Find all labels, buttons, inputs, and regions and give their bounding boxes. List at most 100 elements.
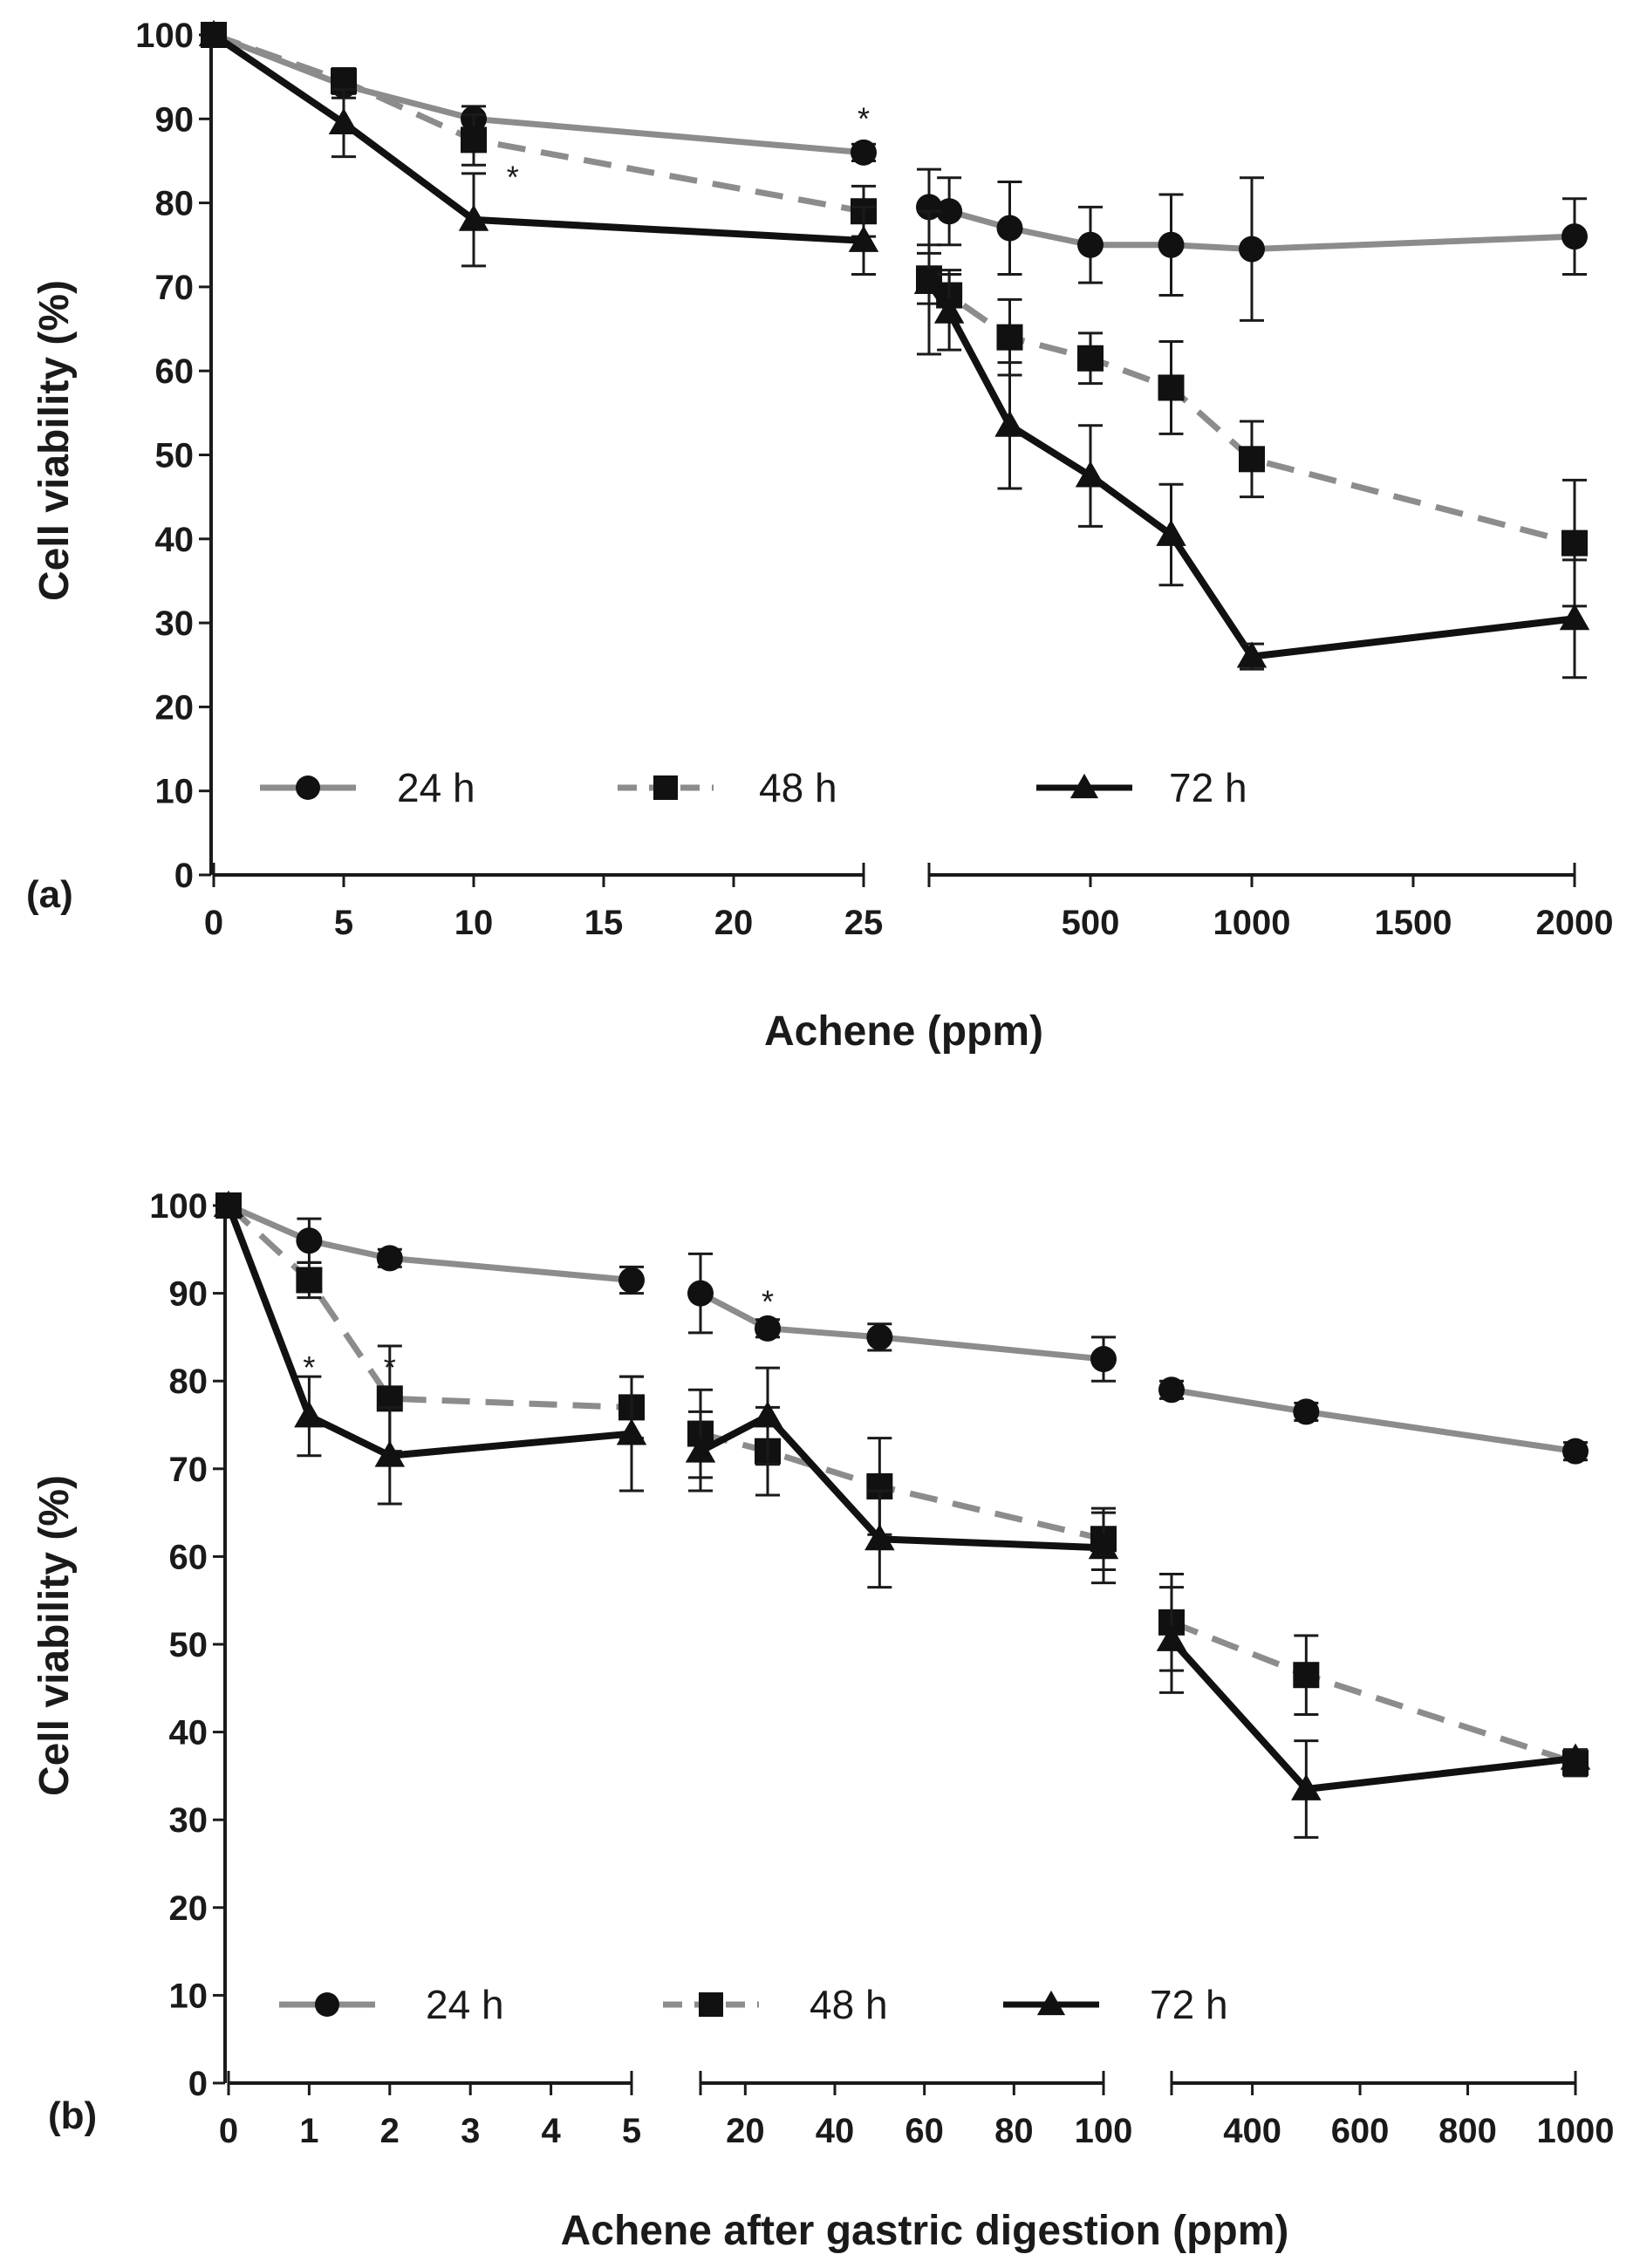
y-tick-label: 80 [169, 1363, 208, 1401]
y-tick-label: 30 [155, 605, 195, 643]
data-point-s24 [851, 139, 877, 166]
data-point-s72 [1560, 1743, 1591, 1770]
data-point-s72 [913, 267, 945, 295]
y-tick-label: 70 [169, 1451, 208, 1489]
x-tick-label: 4 [541, 2112, 561, 2150]
legend-label-s48: 48 h [810, 1982, 888, 2027]
y-tick-label: 100 [135, 17, 194, 55]
data-point-s72 [198, 19, 229, 46]
series-line-s48 [212, 31, 864, 215]
y-tick-label: 0 [188, 2065, 208, 2103]
y-tick-label: 0 [174, 857, 194, 895]
data-point-s48 [296, 1267, 323, 1294]
y-tick-label: 70 [155, 269, 195, 307]
data-point-s48 [1293, 1662, 1320, 1689]
x-tick-label: 500 [1062, 904, 1120, 942]
legend-label-s24: 24 h [397, 765, 475, 810]
data-point-s24 [755, 1315, 781, 1342]
panel-b-x-axis-title: Achene after gastric digestion (ppm) [561, 2208, 1289, 2254]
x-tick-label: 400 [1223, 2112, 1281, 2150]
y-tick-label: 60 [169, 1538, 208, 1576]
x-tick-label: 1500 [1375, 904, 1452, 942]
data-point-s24 [916, 194, 942, 221]
legend-marker-s24 [296, 775, 320, 800]
data-point-s72 [1559, 604, 1590, 631]
y-tick-label: 30 [169, 1801, 208, 1840]
data-point-s24 [296, 1227, 323, 1254]
series-line-s72 [699, 1412, 1104, 1552]
significance-asterisk: * [762, 1284, 774, 1320]
x-tick-label: 3 [461, 2112, 480, 2150]
y-tick-label: 10 [169, 1977, 208, 2015]
data-point-s24 [1158, 231, 1185, 258]
legend-label-s48: 48 h [759, 765, 837, 810]
panel-a-legend: 24 h 48 h 72 h [260, 765, 1247, 810]
panel-b-y-axis-title: Cell viability (%) [31, 1475, 78, 1796]
data-point-s24 [996, 215, 1023, 242]
x-tick-label: 80 [994, 2112, 1034, 2150]
data-point-s72 [933, 297, 965, 324]
x-tick-label: 1 [299, 2112, 318, 2150]
legend-marker-s48 [653, 775, 678, 800]
series-line-s72 [225, 1204, 632, 1459]
y-tick-label: 40 [155, 521, 195, 559]
data-point-s72 [213, 1190, 244, 1217]
data-point-s48 [1158, 374, 1185, 401]
data-point-s72 [1236, 641, 1268, 668]
data-point-s24 [1561, 223, 1588, 250]
panel-b-label: (b) [48, 2094, 97, 2137]
series-line-s24 [227, 1202, 632, 1283]
x-tick-label: 800 [1438, 2112, 1497, 2150]
data-point-s72 [1156, 1624, 1187, 1651]
x-tick-label: 40 [816, 2112, 855, 2150]
data-point-s72 [1088, 1533, 1119, 1560]
y-tick-label: 50 [155, 437, 195, 475]
x-tick-label: 5 [622, 2112, 641, 2150]
x-tick-label: 0 [204, 904, 223, 942]
legend-label-s72: 72 h [1169, 765, 1247, 810]
data-point-s72 [328, 107, 359, 135]
y-tick-label: 10 [155, 773, 195, 811]
legend-label-s24: 24 h [426, 1982, 504, 2027]
data-point-s24 [1293, 1398, 1320, 1425]
x-tick-label: 2 [380, 2112, 400, 2150]
data-point-s72 [616, 1418, 647, 1445]
data-point-s24 [866, 1323, 893, 1350]
series-line-s48 [226, 1203, 632, 1411]
y-tick-label: 100 [149, 1187, 208, 1226]
x-tick-label: 25 [844, 904, 884, 942]
x-tick-label: 15 [584, 904, 624, 942]
y-tick-label: 80 [155, 185, 195, 223]
x-tick-label: 100 [1075, 2112, 1133, 2150]
data-point-s48 [1239, 446, 1265, 473]
data-point-s24 [1158, 1377, 1185, 1404]
x-tick-label: 600 [1331, 2112, 1390, 2150]
significance-asterisk: * [303, 1349, 315, 1385]
legend-marker-s72 [1036, 1990, 1066, 2016]
data-point-s24 [1239, 236, 1265, 263]
data-point-s72 [458, 204, 489, 231]
data-point-s72 [1291, 1773, 1322, 1800]
data-point-s24 [687, 1280, 714, 1307]
panel-b-legend: 24 h 48 h 72 h [279, 1982, 1228, 2027]
data-point-s24 [1090, 1346, 1117, 1373]
x-tick-label: 1000 [1537, 2112, 1615, 2150]
series-line-s72 [211, 31, 864, 244]
data-point-s72 [864, 1524, 895, 1551]
data-point-s72 [994, 410, 1025, 437]
legend-marker-s72 [1069, 773, 1099, 799]
data-point-s72 [1156, 519, 1186, 546]
x-tick-label: 0 [219, 2112, 238, 2150]
panel-a-x-axis-title: Achene (ppm) [764, 1008, 1043, 1055]
y-tick-label: 40 [169, 1714, 208, 1752]
y-tick-label: 20 [155, 688, 195, 727]
data-point-s72 [374, 1440, 406, 1467]
series-line-s24 [699, 1290, 1104, 1363]
y-tick-label: 20 [169, 1889, 208, 1928]
data-point-s48 [1561, 529, 1588, 557]
series-s72 [213, 1190, 1591, 1839]
legend-marker-s24 [315, 1992, 339, 2017]
